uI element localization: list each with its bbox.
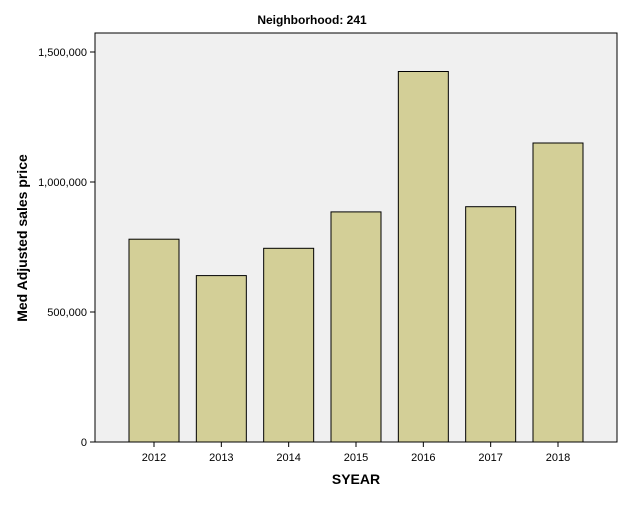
x-tick-label-2016: 2016 [411, 452, 435, 464]
bar-2013 [195, 275, 247, 443]
bar-2018 [532, 142, 584, 443]
x-tick-label-2012: 2012 [142, 452, 166, 464]
x-axis-title: SYEAR [332, 471, 380, 487]
x-tick-label-2015: 2015 [344, 452, 368, 464]
y-tick-label: 500,000 [47, 307, 87, 319]
bars-group [128, 71, 584, 443]
x-tick-label-2017: 2017 [478, 452, 502, 464]
y-axis: 0 500,000 1,000,000 1,500,000 [38, 47, 95, 449]
chart-title: Neighborhood: 241 [257, 13, 367, 27]
x-axis: 2012 2013 2014 2015 2016 2017 2018 [142, 442, 570, 464]
x-tick-label-2013: 2013 [209, 452, 233, 464]
y-tick-label: 1,000,000 [38, 177, 87, 189]
y-tick-label: 1,500,000 [38, 47, 87, 59]
bar-2016 [397, 71, 449, 443]
y-axis-title: Med Adjusted sales price [14, 154, 30, 322]
x-tick-label-2014: 2014 [276, 452, 300, 464]
bar-2015 [330, 211, 382, 443]
bar-2017 [465, 206, 517, 443]
x-tick-label-2018: 2018 [546, 452, 570, 464]
bar-2012 [128, 238, 180, 443]
bar-2014 [263, 247, 315, 443]
y-tick-label: 0 [81, 437, 87, 449]
